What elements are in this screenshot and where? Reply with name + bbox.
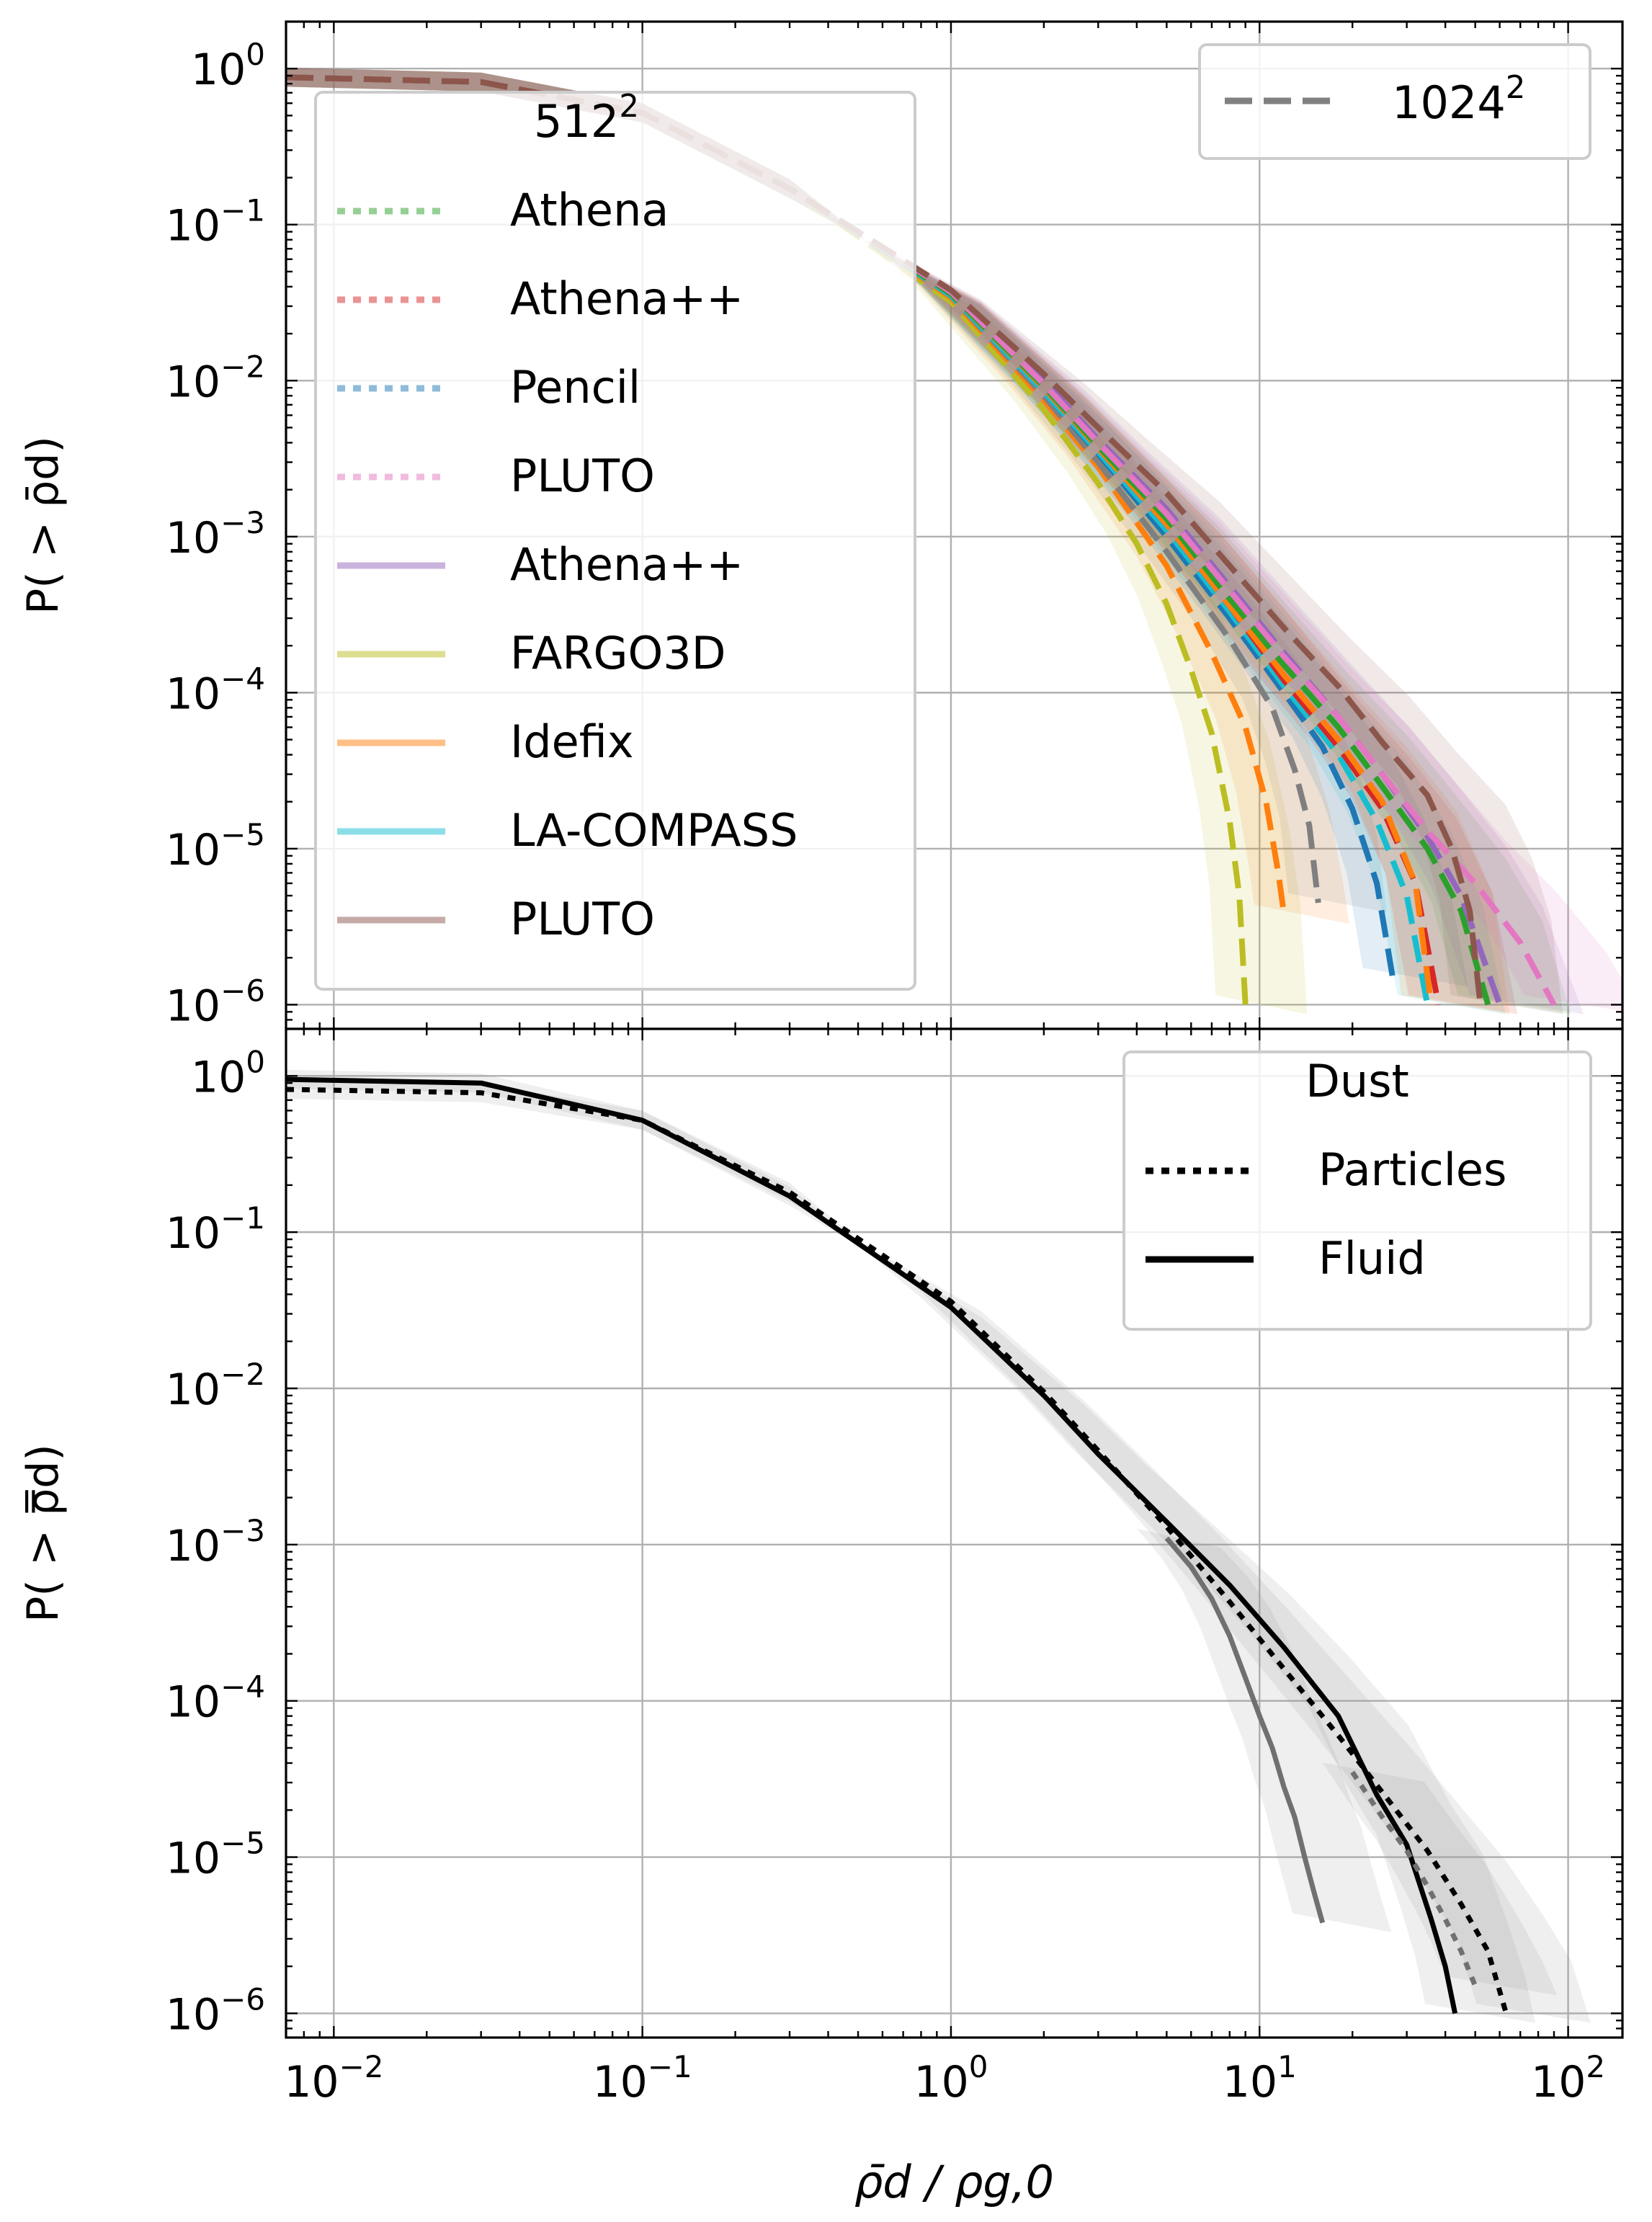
bottom-y-tick-label: 10−4	[166, 1669, 265, 1728]
top-legend2-label: 10242	[1392, 70, 1525, 129]
top-y-tick-label: 10−4	[166, 661, 265, 719]
top-y-tick-label: 10−5	[166, 817, 265, 875]
top-y-axis-label: P( > ρ̄d)	[18, 436, 68, 615]
top-legend-label-4: Athena++	[510, 538, 744, 591]
x-axis-label: ρ̄d / ρg,0	[854, 2156, 1054, 2208]
top-legend-label-2: Pencil	[510, 361, 640, 414]
top-series-line-4	[286, 74, 1431, 1006]
top-legend-title: 5122	[534, 89, 639, 148]
top-legend-label-3: PLUTO	[510, 450, 655, 502]
top-legend-label-6: Idefix	[510, 715, 634, 768]
bottom-x-tick-label: 10−1	[593, 2049, 692, 2107]
top-y-tick-label: 10−2	[166, 349, 265, 407]
bottom-x-tick-label: 102	[1531, 2049, 1605, 2107]
top-y-tick-label: 10−6	[166, 973, 265, 1031]
top-y-tick-label: 100	[191, 37, 265, 95]
bottom-band-3	[1322, 1762, 1558, 1996]
bottom-series-line-3	[1350, 1770, 1478, 1987]
bottom-x-tick-label: 100	[914, 2049, 988, 2107]
top-legend-label-8: PLUTO	[510, 893, 655, 945]
top-legend-label-1: Athena++	[510, 272, 744, 325]
top-series-group	[286, 74, 1557, 1007]
bottom-x-tick-label: 10−2	[284, 2049, 383, 2107]
bottom-y-tick-label: 10−2	[166, 1357, 265, 1415]
top-band-9	[286, 68, 1622, 1012]
top-band-8	[286, 68, 1584, 1014]
bottom-series-line-0	[286, 1076, 1458, 2014]
top-band-5	[286, 68, 1518, 1014]
top-legend-box	[314, 91, 916, 991]
top-band-7	[286, 68, 1571, 1014]
top-y-tick-label: 10−3	[166, 505, 265, 563]
bottom-y-tick-label: 10−1	[166, 1200, 265, 1259]
bottom-legend-label-1: Fluid	[1318, 1232, 1426, 1285]
top-legend-label-7: LA-COMPASS	[510, 804, 798, 857]
bottom-axes-frame	[285, 1027, 1624, 2039]
bottom-y-tick-label: 100	[191, 1044, 265, 1102]
bottom-series-line-1	[286, 1087, 1509, 2014]
bottom-y-tick-label: 10−5	[166, 1826, 265, 1884]
bottom-y-axis-label: P( > ρ̿d)	[18, 1444, 68, 1623]
top-legend-label-5: FARGO3D	[510, 627, 726, 679]
top-series-line-0	[286, 74, 1249, 1005]
top-legend-label-0: Athena	[510, 184, 669, 236]
bottom-x-tick-label: 101	[1223, 2049, 1297, 2107]
top-y-tick-label: 10−1	[166, 193, 265, 251]
bottom-legend-label-0: Particles	[1318, 1143, 1506, 1196]
bottom-y-tick-label: 10−3	[166, 1513, 265, 1571]
bottom-band-0	[286, 1069, 1536, 2023]
bottom-series-line-2	[1164, 1536, 1326, 1924]
bottom-band-1	[286, 1079, 1591, 2023]
bottom-legend-title: Dust	[1305, 1055, 1409, 1107]
bottom-y-tick-label: 10−6	[166, 1981, 265, 2040]
top-legend2-box	[1198, 43, 1591, 160]
bottom-series-group	[286, 1076, 1509, 2014]
